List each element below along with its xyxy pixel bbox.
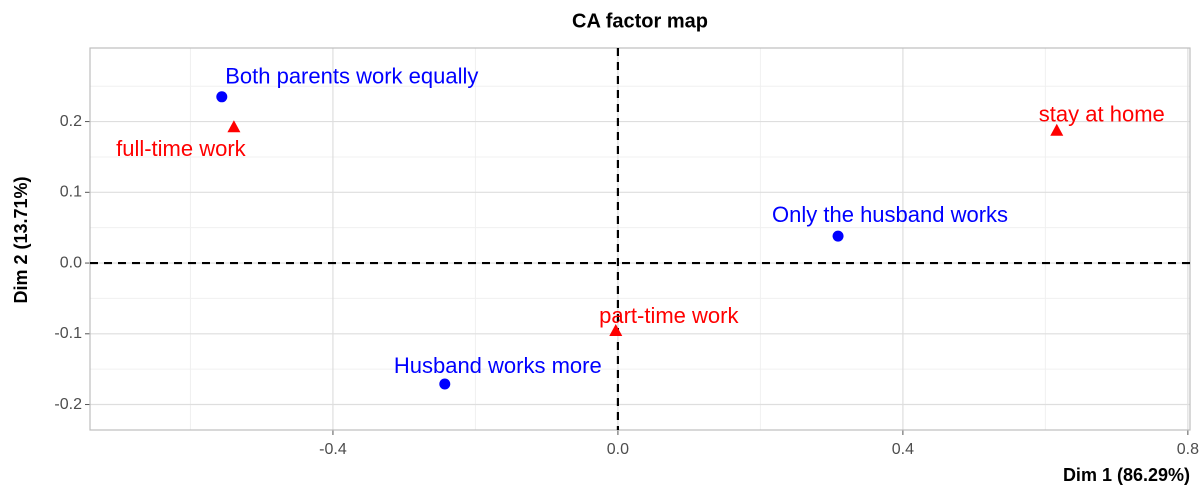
point-label: Both parents work equally [225, 64, 478, 89]
y-tick-label: 0.2 [60, 113, 82, 130]
y-tick-label: 0.0 [60, 254, 82, 271]
point [609, 323, 623, 336]
y-tick-label: -0.2 [54, 396, 82, 413]
y-tick-label: 0.1 [60, 184, 82, 201]
point [216, 91, 228, 103]
point-label: full-time work [116, 136, 247, 161]
point [832, 230, 844, 242]
point-label: Only the husband works [772, 202, 1008, 227]
plot-border [89, 47, 1191, 431]
x-tick-label: 0.0 [607, 441, 629, 458]
point-label: Husband works more [394, 353, 602, 378]
point-label: part-time work [599, 303, 739, 328]
x-tick-label: -0.4 [319, 441, 347, 458]
point [227, 120, 241, 133]
x-axis-label: Dim 1 (86.29%) [1063, 465, 1190, 485]
x-tick-label: 0.4 [892, 441, 914, 458]
x-tick-label: 0.8 [1177, 441, 1199, 458]
point [439, 378, 451, 390]
point-label: stay at home [1039, 102, 1165, 127]
y-tick-label: -0.1 [54, 325, 82, 342]
chart-title: CA factor map [572, 10, 708, 32]
y-axis-label: Dim 2 (13.71%) [11, 176, 31, 303]
point [1050, 123, 1064, 136]
